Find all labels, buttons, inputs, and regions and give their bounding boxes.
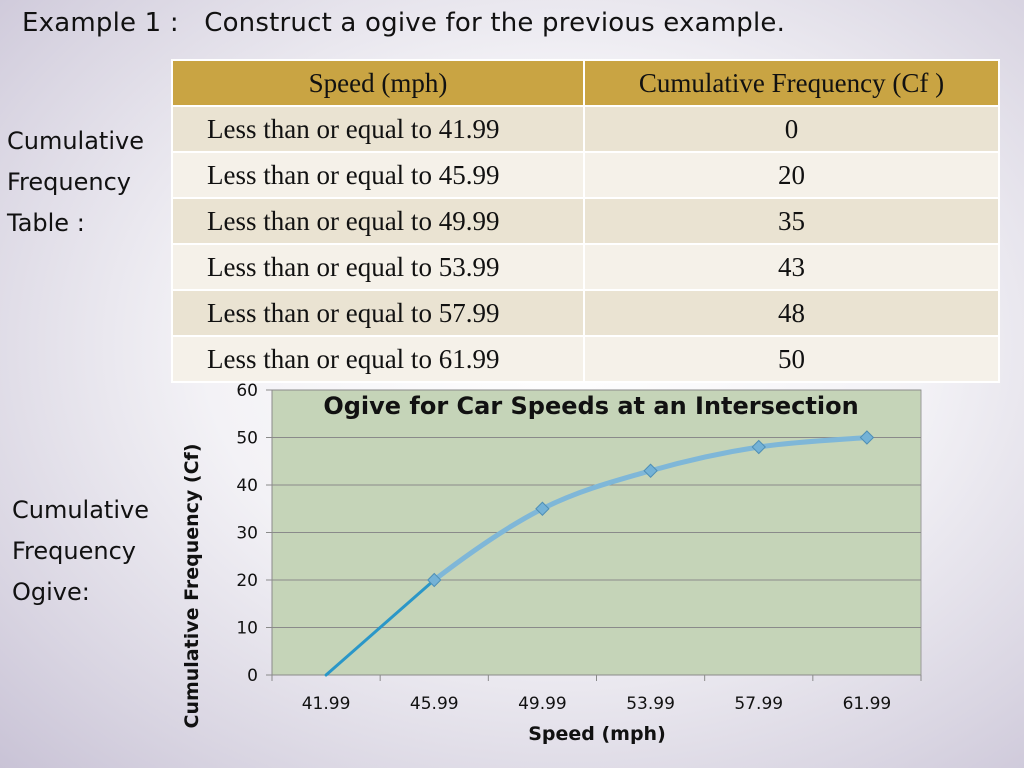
x-tick-label: 49.99 — [518, 694, 567, 714]
data-point-marker — [427, 572, 442, 588]
table-row: Less than or equal to 49.99 35 — [171, 197, 1000, 245]
data-point-marker — [535, 501, 550, 516]
x-tick-label: 45.99 — [410, 694, 459, 714]
table-label-line-3: Table : — [7, 209, 85, 237]
speed-cell: Less than or equal to 49.99 — [171, 197, 585, 245]
series-line-segment — [324, 578, 436, 677]
y-tick-label: 20 — [236, 571, 258, 591]
cumulative-frequency-table: Speed (mph) Cumulative Frequency (Cf ) L… — [171, 59, 1000, 383]
y-tick-label: 50 — [236, 429, 258, 449]
table-row: Less than or equal to 41.99 0 — [171, 105, 1000, 153]
ogive-label-line-3: Ogive: — [12, 578, 90, 606]
table-row: Less than or equal to 45.99 20 — [171, 151, 1000, 199]
speed-cell: Less than or equal to 45.99 — [171, 151, 585, 199]
ogive-label-line-1: Cumulative — [12, 496, 149, 524]
x-tick-label: 61.99 — [843, 694, 892, 714]
cf-cell: 50 — [583, 335, 1000, 383]
x-tick-label: 41.99 — [302, 694, 351, 714]
axes: 0 10 20 30 40 50 60 41.99 45.99 49.99 53.99 57.99 61… — [236, 381, 922, 714]
speed-cell: Less than or equal to 57.99 — [171, 289, 585, 337]
data-point-marker — [859, 430, 875, 445]
cf-cell: 35 — [583, 197, 1000, 245]
ogive-side-label: Cumulative Frequency Ogive: — [12, 490, 149, 613]
table-label-line-1: Cumulative — [7, 127, 144, 155]
table-label-line-2: Frequency — [7, 168, 131, 196]
series-cumulative-frequency — [324, 430, 875, 677]
table-row: Less than or equal to 57.99 48 — [171, 289, 1000, 337]
table-row: Less than or equal to 53.99 43 — [171, 243, 1000, 291]
data-point-marker — [643, 463, 658, 478]
cf-cell: 48 — [583, 289, 1000, 337]
y-tick-label: 60 — [236, 381, 258, 401]
slide-title: Example 1 : Construct a ogive for the pr… — [22, 8, 786, 38]
cf-cell: 0 — [583, 105, 1000, 153]
chart-title: Ogive for Car Speeds at an Intersection — [323, 392, 858, 420]
y-tick-label: 10 — [236, 619, 258, 639]
x-tick-label: 57.99 — [734, 694, 783, 714]
x-axis-label: Speed (mph) — [528, 723, 666, 745]
speed-cell: Less than or equal to 61.99 — [171, 335, 585, 383]
y-tick-label: 40 — [236, 476, 258, 496]
ogive-label-line-2: Frequency — [12, 537, 136, 565]
y-axis-label: Cumulative Frequency (Cf) — [181, 443, 203, 728]
ogive-chart-svg: 0 10 20 30 40 50 60 41.99 45.99 49.99 53.99 57.99 61… — [181, 381, 922, 745]
y-tick-label: 0 — [247, 666, 258, 686]
y-tick-label: 30 — [236, 524, 258, 544]
table-row: Less than or equal to 61.99 50 — [171, 335, 1000, 383]
speed-cell: Less than or equal to 41.99 — [171, 105, 585, 153]
cf-cell: 43 — [583, 243, 1000, 291]
table-header-speed: Speed (mph) — [171, 59, 585, 107]
data-point-marker — [751, 439, 766, 455]
table-header-cf: Cumulative Frequency (Cf ) — [583, 59, 1000, 107]
cf-cell: 20 — [583, 151, 1000, 199]
x-tick-label: 53.99 — [626, 694, 675, 714]
speed-cell: Less than or equal to 53.99 — [171, 243, 585, 291]
table-side-label: Cumulative Frequency Table : — [7, 121, 144, 244]
ogive-chart: 0 10 20 30 40 50 60 41.99 45.99 49.99 53.99 57.99 61… — [175, 376, 935, 756]
